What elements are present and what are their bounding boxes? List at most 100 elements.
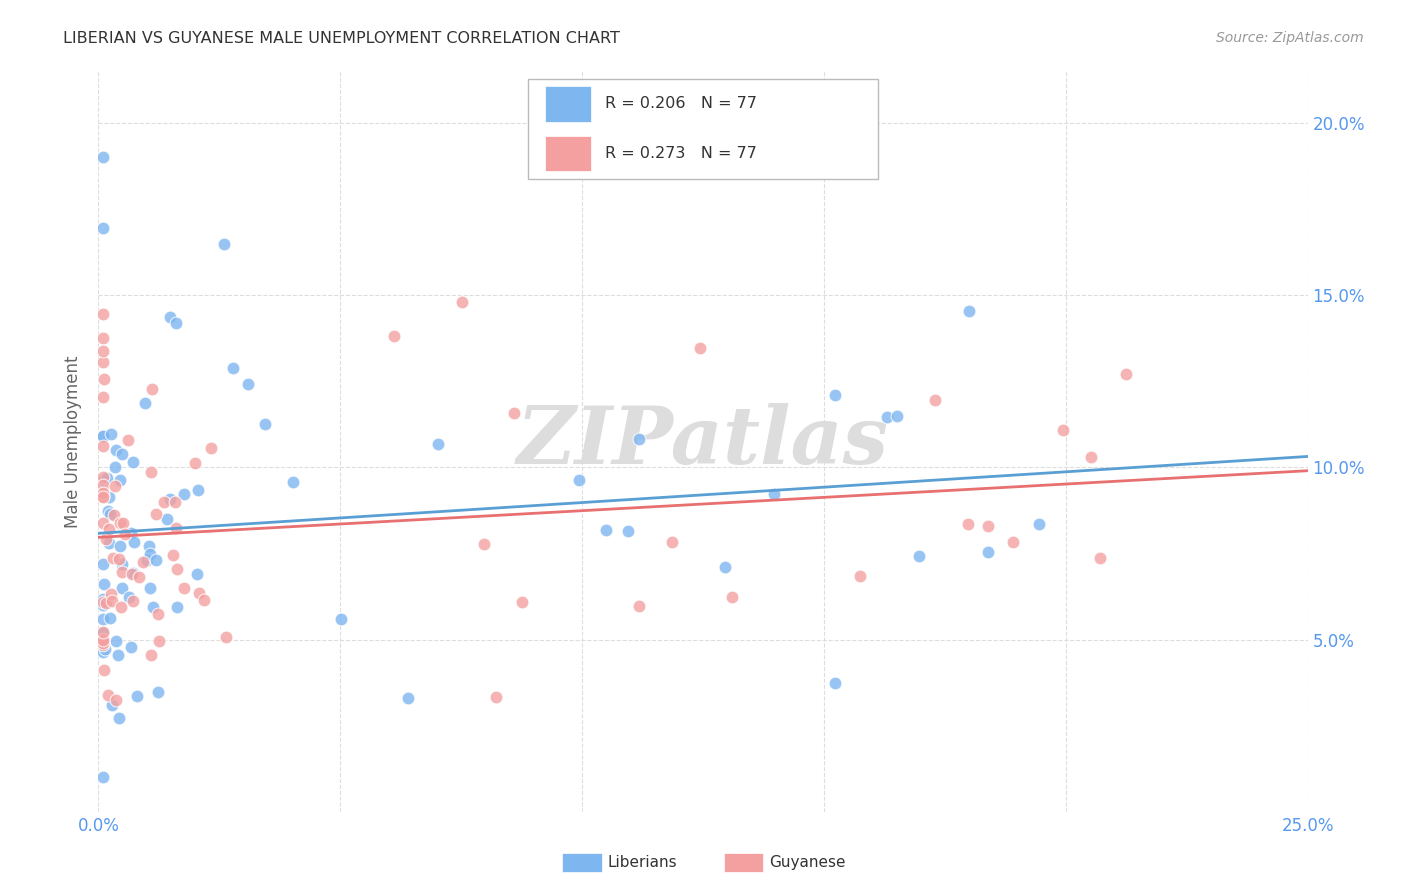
Point bbox=[396, 690, 419, 705]
Point bbox=[186, 566, 208, 581]
Point bbox=[122, 566, 145, 580]
Point bbox=[886, 409, 908, 423]
Point bbox=[118, 590, 141, 604]
Point bbox=[200, 441, 222, 455]
Point bbox=[977, 519, 1000, 533]
Point bbox=[91, 470, 114, 484]
Point bbox=[124, 534, 146, 549]
Point bbox=[977, 545, 1000, 559]
Point bbox=[93, 490, 115, 504]
Text: Liberians: Liberians bbox=[607, 855, 678, 870]
Point bbox=[628, 599, 651, 614]
Point bbox=[924, 393, 946, 408]
Point bbox=[568, 473, 591, 487]
Point bbox=[485, 690, 508, 704]
Point bbox=[957, 303, 980, 318]
Point bbox=[108, 551, 131, 566]
Point bbox=[617, 524, 640, 539]
Point bbox=[145, 552, 167, 566]
Point bbox=[132, 555, 155, 569]
Point bbox=[166, 562, 188, 576]
Point bbox=[104, 633, 127, 648]
Point bbox=[166, 521, 188, 535]
Point bbox=[1080, 450, 1102, 464]
Point bbox=[122, 455, 145, 469]
Point bbox=[91, 307, 114, 321]
Point bbox=[91, 439, 114, 453]
Point bbox=[1052, 423, 1074, 437]
Point bbox=[93, 486, 115, 500]
Point bbox=[91, 489, 114, 503]
Point bbox=[628, 433, 651, 447]
Point bbox=[91, 645, 114, 659]
Point bbox=[120, 640, 142, 654]
Point bbox=[103, 508, 125, 523]
Point bbox=[91, 343, 114, 358]
Point bbox=[512, 595, 534, 609]
Point bbox=[91, 478, 114, 492]
Point bbox=[155, 512, 177, 526]
Point bbox=[166, 600, 188, 615]
Point bbox=[1001, 534, 1024, 549]
Point bbox=[101, 698, 124, 712]
Text: Guyanese: Guyanese bbox=[769, 855, 845, 870]
Point bbox=[94, 596, 117, 610]
Point bbox=[94, 642, 117, 657]
Point bbox=[472, 537, 495, 551]
Point bbox=[254, 417, 277, 431]
Point bbox=[187, 483, 209, 498]
Point bbox=[595, 523, 617, 537]
Point bbox=[111, 447, 134, 461]
Point bbox=[96, 688, 118, 702]
Point bbox=[762, 487, 785, 501]
Point bbox=[146, 685, 169, 699]
Point bbox=[97, 504, 120, 518]
Point bbox=[100, 427, 122, 442]
Point bbox=[98, 611, 121, 625]
Point bbox=[193, 593, 215, 607]
Point bbox=[128, 570, 150, 584]
Point bbox=[173, 581, 195, 595]
Point bbox=[91, 625, 114, 640]
Point bbox=[108, 473, 131, 487]
Point bbox=[162, 549, 184, 563]
Point bbox=[91, 221, 114, 235]
Point bbox=[110, 599, 132, 614]
Point bbox=[142, 599, 165, 614]
Point bbox=[139, 547, 162, 561]
Point bbox=[107, 648, 129, 662]
Point bbox=[714, 560, 737, 574]
Point bbox=[91, 612, 114, 626]
Point bbox=[100, 507, 122, 521]
Point bbox=[141, 382, 163, 396]
Point bbox=[283, 475, 305, 489]
Point bbox=[117, 433, 139, 447]
Point bbox=[105, 693, 128, 707]
Point bbox=[91, 632, 114, 647]
Text: LIBERIAN VS GUYANESE MALE UNEMPLOYMENT CORRELATION CHART: LIBERIAN VS GUYANESE MALE UNEMPLOYMENT C… bbox=[63, 31, 620, 46]
Point bbox=[93, 663, 115, 677]
Point bbox=[91, 429, 114, 443]
Point bbox=[93, 577, 115, 591]
Point bbox=[215, 630, 238, 644]
Point bbox=[110, 557, 132, 571]
Point bbox=[104, 460, 127, 475]
Point bbox=[104, 479, 127, 493]
Point bbox=[121, 566, 143, 581]
Point bbox=[212, 236, 235, 251]
Point bbox=[384, 328, 406, 343]
Text: Source: ZipAtlas.com: Source: ZipAtlas.com bbox=[1216, 31, 1364, 45]
Point bbox=[159, 492, 181, 507]
Point bbox=[139, 465, 162, 479]
Y-axis label: Male Unemployment: Male Unemployment bbox=[65, 355, 83, 528]
Point bbox=[91, 592, 114, 607]
Point bbox=[91, 598, 114, 612]
Point bbox=[661, 534, 683, 549]
Point bbox=[159, 310, 181, 325]
Point bbox=[451, 295, 474, 310]
Point bbox=[98, 490, 121, 504]
Point bbox=[329, 611, 352, 625]
Point bbox=[848, 568, 870, 582]
Point bbox=[91, 390, 114, 404]
Point bbox=[148, 607, 170, 621]
